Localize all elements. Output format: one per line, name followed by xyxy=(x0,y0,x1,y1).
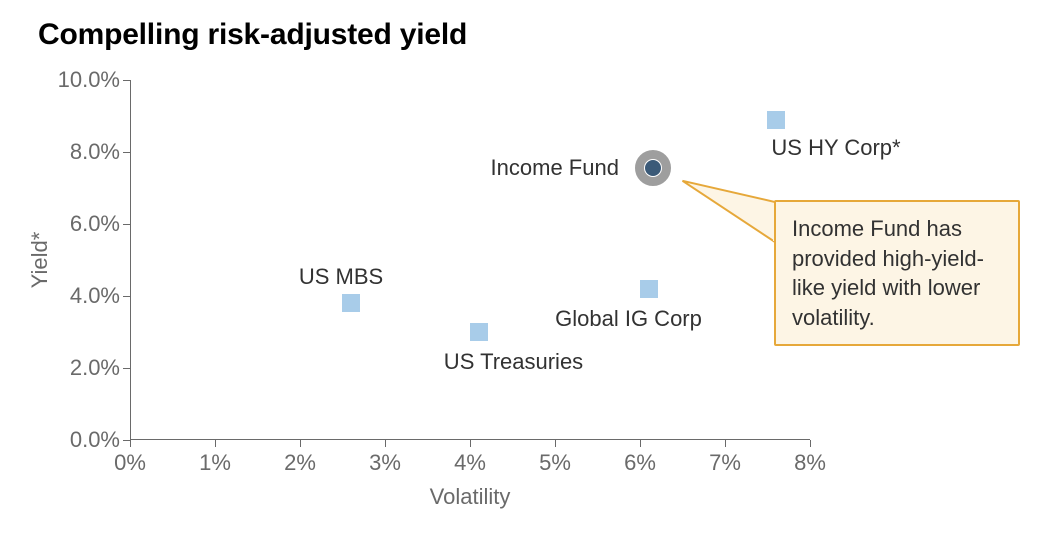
x-tick-label: 1% xyxy=(199,450,231,476)
y-tick-label: 2.0% xyxy=(70,355,120,381)
x-tick-label: 4% xyxy=(454,450,486,476)
x-tick-label: 5% xyxy=(539,450,571,476)
x-tick-label: 3% xyxy=(369,450,401,476)
y-tick-mark xyxy=(123,368,130,369)
label-global_ig_corp: Global IG Corp xyxy=(555,306,702,332)
y-tick-label: 6.0% xyxy=(70,211,120,237)
label-us_hy_corp: US HY Corp* xyxy=(771,135,900,161)
x-tick-mark xyxy=(300,440,301,447)
y-tick-label: 4.0% xyxy=(70,283,120,309)
x-tick-mark xyxy=(215,440,216,447)
marker-income_fund xyxy=(635,150,671,186)
marker-us_mbs xyxy=(342,294,360,312)
x-tick-mark xyxy=(725,440,726,447)
label-income_fund: Income Fund xyxy=(491,155,619,181)
x-tick-mark xyxy=(470,440,471,447)
chart-container: Compelling risk-adjusted yield Yield* Vo… xyxy=(0,0,1060,536)
marker-us_treasuries xyxy=(470,323,488,341)
x-tick-mark xyxy=(385,440,386,447)
y-tick-mark xyxy=(123,80,130,81)
marker-global_ig_corp xyxy=(640,280,658,298)
x-tick-mark xyxy=(810,440,811,447)
x-tick-label: 6% xyxy=(624,450,656,476)
y-tick-label: 10.0% xyxy=(58,67,120,93)
x-tick-label: 8% xyxy=(794,450,826,476)
y-tick-mark xyxy=(123,224,130,225)
label-us_treasuries: US Treasuries xyxy=(444,349,583,375)
x-tick-label: 7% xyxy=(709,450,741,476)
x-tick-mark xyxy=(555,440,556,447)
x-tick-label: 0% xyxy=(114,450,146,476)
x-tick-label: 2% xyxy=(284,450,316,476)
callout-text: Income Fund has provided high-yield-like… xyxy=(792,216,984,330)
label-us_mbs: US MBS xyxy=(299,264,383,290)
y-tick-mark xyxy=(123,440,130,441)
y-tick-mark xyxy=(123,296,130,297)
marker-us_hy_corp xyxy=(767,111,785,129)
y-tick-label: 8.0% xyxy=(70,139,120,165)
marker-income_fund-inner xyxy=(645,160,661,176)
x-tick-mark xyxy=(640,440,641,447)
y-tick-mark xyxy=(123,152,130,153)
callout-box: Income Fund has provided high-yield-like… xyxy=(774,200,1020,346)
x-tick-mark xyxy=(130,440,131,447)
y-tick-label: 0.0% xyxy=(70,427,120,453)
